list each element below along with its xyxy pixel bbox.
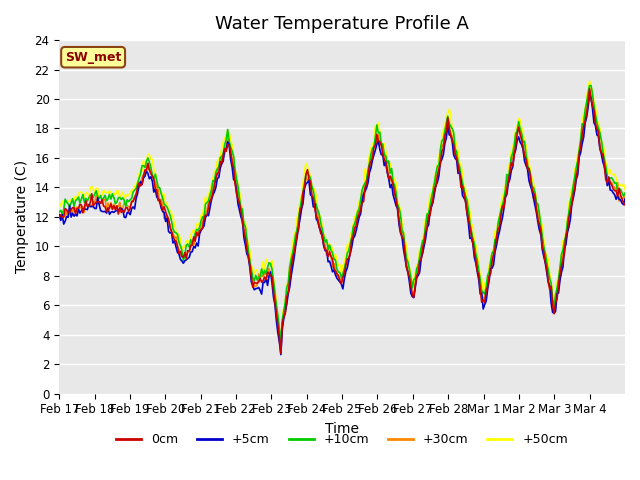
0cm <box>56 215 63 220</box>
X-axis label: Time: Time <box>325 422 359 436</box>
+10cm <box>460 186 468 192</box>
+30cm <box>75 207 83 213</box>
+10cm <box>348 235 356 240</box>
+10cm <box>545 267 552 273</box>
+10cm <box>277 339 285 345</box>
Y-axis label: Temperature (C): Temperature (C) <box>15 160 29 274</box>
+10cm <box>92 188 100 193</box>
+50cm <box>621 187 629 192</box>
0cm <box>460 191 468 196</box>
0cm <box>586 86 593 92</box>
+5cm <box>92 205 100 211</box>
+50cm <box>460 185 468 191</box>
0cm <box>277 350 285 356</box>
+30cm <box>586 88 593 94</box>
0cm <box>621 202 629 208</box>
Legend: 0cm, +5cm, +10cm, +30cm, +50cm: 0cm, +5cm, +10cm, +30cm, +50cm <box>111 428 573 451</box>
+30cm <box>348 237 356 243</box>
+50cm <box>348 229 356 235</box>
Line: 0cm: 0cm <box>60 89 625 353</box>
+5cm <box>586 92 593 98</box>
+30cm <box>621 193 629 199</box>
+50cm <box>620 181 627 187</box>
+50cm <box>75 191 83 197</box>
Line: +50cm: +50cm <box>60 81 625 339</box>
+10cm <box>586 83 593 88</box>
+50cm <box>277 336 285 342</box>
+30cm <box>460 187 468 192</box>
0cm <box>348 237 356 242</box>
Line: +5cm: +5cm <box>60 95 625 355</box>
+50cm <box>92 185 100 191</box>
+10cm <box>621 190 629 196</box>
0cm <box>620 200 627 206</box>
0cm <box>92 199 100 205</box>
+30cm <box>56 212 63 217</box>
+50cm <box>586 78 593 84</box>
Line: +10cm: +10cm <box>60 85 625 342</box>
0cm <box>545 278 552 284</box>
+10cm <box>75 194 83 200</box>
+10cm <box>620 193 627 199</box>
+50cm <box>56 200 63 205</box>
+50cm <box>545 256 552 262</box>
+5cm <box>621 196 629 202</box>
+30cm <box>276 340 284 346</box>
+30cm <box>620 195 627 201</box>
Text: SW_met: SW_met <box>65 51 122 64</box>
+30cm <box>545 277 552 283</box>
0cm <box>75 205 83 211</box>
+5cm <box>348 244 356 250</box>
+10cm <box>56 209 63 215</box>
+30cm <box>92 192 100 198</box>
+5cm <box>545 279 552 285</box>
Line: +30cm: +30cm <box>60 91 625 343</box>
+5cm <box>620 202 627 207</box>
+5cm <box>460 195 468 201</box>
+5cm <box>277 352 285 358</box>
+5cm <box>56 212 63 217</box>
+5cm <box>75 206 83 212</box>
Title: Water Temperature Profile A: Water Temperature Profile A <box>215 15 469 33</box>
